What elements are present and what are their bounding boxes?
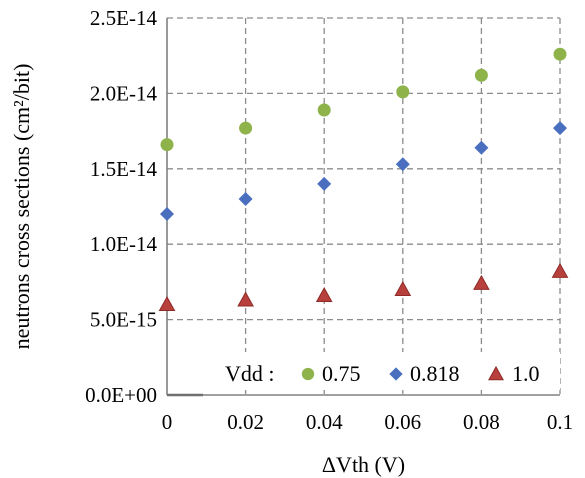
- axes: [166, 18, 560, 397]
- data-point-diamond: [553, 121, 567, 136]
- data-point-circle: [239, 121, 253, 135]
- data-point-triangle: [315, 286, 333, 302]
- legend-background: [210, 352, 560, 390]
- y-tick-label: 1.5E-14: [90, 157, 158, 181]
- data-point-circle: [317, 103, 331, 117]
- data-point-triangle: [237, 291, 254, 307]
- data-point-diamond: [474, 140, 489, 155]
- x-tick-label: 0.06: [384, 410, 421, 434]
- data-point-diamond: [395, 157, 410, 172]
- legend-marker-circle: [301, 367, 315, 381]
- legend-marker-diamond: [389, 367, 403, 381]
- data-point-diamond: [160, 207, 174, 222]
- x-axis-title: ΔVth (V): [322, 452, 405, 477]
- y-tick-label: 2.5E-14: [90, 6, 158, 30]
- tick-labels: 0.0E+00 5.0E-15 1.0E-14 1.5E-14 2.0E-14 2.5E-…: [85, 6, 573, 434]
- data-point-triangle: [551, 262, 569, 278]
- legend: Vdd : 0.75 0.818 1.0: [210, 352, 560, 390]
- legend-label: 1.0: [512, 361, 540, 386]
- x-tick-label: 0.02: [227, 410, 264, 434]
- x-tick-label: 0.1: [547, 410, 573, 434]
- y-tick-label: 2.0E-14: [90, 81, 158, 105]
- x-tick-label: 0: [162, 410, 173, 434]
- data-point-triangle: [473, 274, 490, 290]
- legend-label: 0.818: [410, 361, 460, 386]
- y-axis-title: neutrons cross sections (cm²/bit): [9, 64, 34, 350]
- y-tick-label: 1.0E-14: [90, 232, 158, 256]
- x-tick-label: 0.08: [463, 410, 500, 434]
- y-tick-label: 0.0E+00: [85, 383, 157, 407]
- data-points: [158, 47, 569, 312]
- data-point-diamond: [238, 191, 253, 206]
- y-tick-label: 5.0E-15: [90, 308, 157, 332]
- data-point-triangle: [158, 295, 176, 312]
- legend-prefix: Vdd :: [225, 361, 275, 386]
- legend-label: 0.75: [322, 361, 361, 386]
- x-tick-label: 0.04: [306, 410, 343, 434]
- data-point-diamond: [317, 176, 332, 191]
- grid-lines: [167, 17, 561, 395]
- legend-marker-triangle: [488, 365, 504, 381]
- data-point-circle: [553, 47, 567, 61]
- data-point-circle: [396, 85, 410, 99]
- data-point-circle: [474, 68, 488, 82]
- data-point-circle: [160, 138, 174, 152]
- data-point-triangle: [394, 280, 412, 296]
